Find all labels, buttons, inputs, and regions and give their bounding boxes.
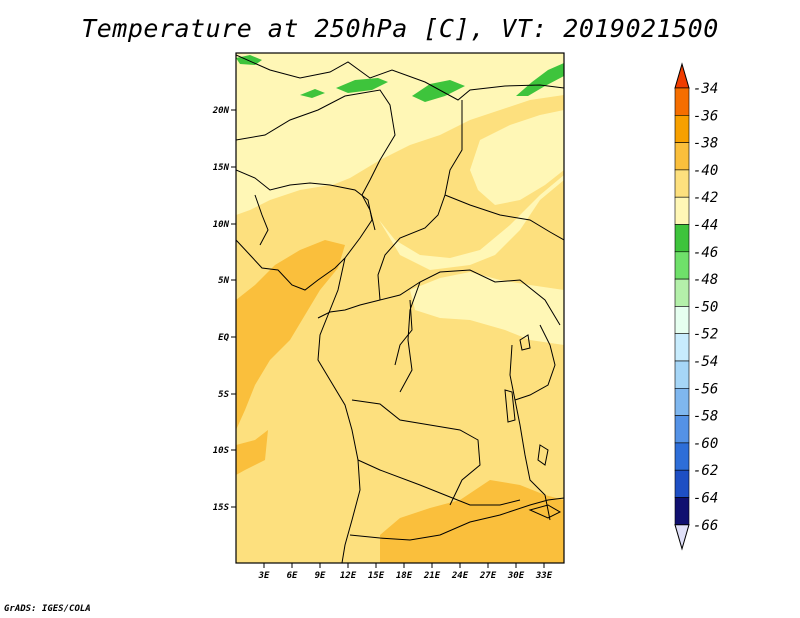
- lon-label: 27E: [479, 571, 497, 581]
- colorbar-label: -38: [693, 136, 718, 152]
- lakes: [504, 334, 562, 519]
- colorbar-box: [674, 469, 690, 498]
- lat-label: EQ: [218, 333, 229, 343]
- colorbar-top-arrow: [674, 62, 690, 89]
- colorbar-box: [674, 169, 690, 198]
- map-frame: [235, 52, 565, 564]
- colorbar-label: -56: [693, 381, 718, 397]
- colorbar-label: -34: [693, 81, 718, 97]
- lat-label: 10N: [213, 220, 230, 230]
- colorbar-box: [674, 442, 690, 471]
- field-44to46-streak-5: [516, 63, 564, 96]
- temperature-field: [236, 53, 564, 563]
- field-38to40-west: [236, 240, 345, 430]
- lat-label: 10S: [213, 446, 230, 456]
- colorbar-label: -66: [693, 518, 718, 534]
- colorbar-label: -50: [693, 299, 718, 315]
- lon-label: 15E: [368, 571, 385, 581]
- field-40to42-southwest-patch: [300, 325, 322, 360]
- lon-label: 9E: [315, 571, 326, 581]
- lon-axis: 3E 6E 9E 12E 15E 18E 21E 24E 27E 30E 33E: [258, 563, 553, 581]
- colorbar-label: -54: [693, 354, 718, 370]
- lon-label: 3E: [258, 571, 270, 581]
- colorbar-label: -62: [693, 463, 718, 479]
- lat-label: 5N: [218, 276, 229, 286]
- colorbar-bottom-arrow: [674, 524, 690, 551]
- lon-label: 24E: [451, 571, 469, 581]
- colorbar-box: [674, 142, 690, 171]
- lat-label: 15N: [213, 163, 230, 173]
- field-42to44-central: [410, 272, 564, 345]
- colorbar-label: -48: [693, 272, 718, 288]
- colorbar-box: [674, 196, 690, 225]
- field-44to46-streak-3: [336, 78, 388, 93]
- lat-label: 5S: [218, 390, 229, 400]
- colorbar-label: -40: [693, 163, 718, 179]
- country-borders: [236, 54, 564, 563]
- colorbar-label: -44: [693, 218, 718, 234]
- colorbar-box: [674, 360, 690, 389]
- lon-label: 18E: [396, 571, 413, 581]
- lat-label: 15S: [213, 503, 230, 513]
- colorbar-label: -58: [693, 409, 718, 425]
- lon-label: 33E: [535, 571, 553, 581]
- lat-axis: 20N 15N 10N 5N EQ 5S 10S 15S: [212, 106, 236, 513]
- lon-label: 21E: [423, 571, 441, 581]
- colorbar-label: -42: [693, 190, 718, 206]
- colorbar-label: -36: [693, 108, 718, 124]
- field-38to40-southwest-patch: [236, 430, 268, 475]
- colorbar-box: [674, 278, 690, 307]
- field-42to44-northeast: [470, 110, 564, 205]
- colorbar-box: [674, 415, 690, 444]
- field-44to46-streak-4: [412, 80, 465, 102]
- colorbar-label: -52: [693, 327, 718, 343]
- colorbar-box: [674, 87, 690, 116]
- map-title: Temperature at 250hPa [C], VT: 201902150…: [81, 14, 719, 43]
- colorbar: -34 -36 -38 -40 -42 -44 -46 -48 -50 -52 -54 -56 -58 -…: [674, 62, 718, 551]
- lat-label: 20N: [212, 106, 230, 116]
- colorbar-box: [674, 224, 690, 253]
- colorbar-box: [674, 306, 690, 334]
- colorbar-box: [674, 387, 690, 416]
- field-44to46-streak-2: [300, 89, 325, 98]
- lon-label: 30E: [507, 571, 525, 581]
- colorbar-box: [674, 333, 690, 362]
- grads-credit: GrADS: IGES/COLA: [4, 604, 91, 614]
- colorbar-box: [674, 497, 690, 526]
- colorbar-box: [674, 115, 690, 143]
- colorbar-box: [674, 251, 690, 280]
- lon-label: 12E: [340, 571, 357, 581]
- colorbar-label: -60: [693, 436, 718, 452]
- lon-label: 6E: [287, 571, 298, 581]
- colorbar-label: -64: [693, 491, 718, 507]
- colorbar-label: -46: [693, 245, 718, 261]
